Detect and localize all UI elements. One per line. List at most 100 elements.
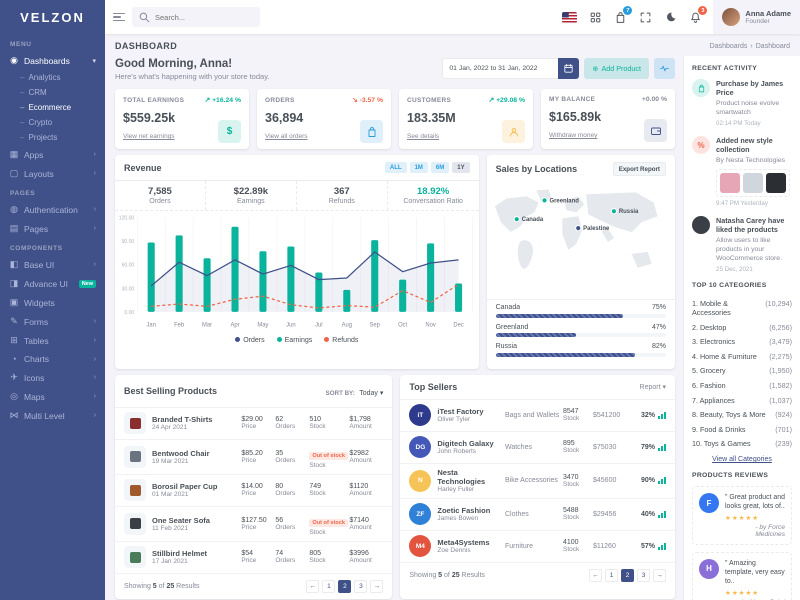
fullscreen-icon[interactable] [638, 10, 652, 24]
sidebar-item-dashboards[interactable]: ◉ Dashboards ▾ [10, 55, 96, 66]
top-seller-row[interactable]: N Nesta Technologies Harley Fuller Bike Acc… [400, 462, 675, 498]
sidebar-item-pages[interactable]: ▤ Pages › [9, 223, 96, 234]
sidebar-item-apps[interactable]: ▦ Apps › [9, 149, 96, 160]
cart-icon[interactable]: 7 [613, 6, 633, 24]
sidebar-item-layouts[interactable]: ▢ Layouts › [9, 168, 96, 179]
sidebar-item-advance-ui[interactable]: ◨ Advance UI New [0, 274, 105, 293]
activity-item[interactable]: Purchase by James Price Product noise evo… [692, 79, 792, 127]
page-head: DASHBOARD Dashboards › Dashboard [105, 34, 800, 56]
category-row[interactable]: 9. Food & Drinks (701) [692, 424, 792, 434]
activity-item[interactable]: Natasha Carey have liked the products All… [692, 215, 792, 273]
page-button-←[interactable]: ← [589, 568, 602, 582]
stat-link[interactable]: Withdraw money [549, 132, 598, 139]
apps-grid-icon[interactable] [588, 10, 602, 24]
report-dropdown[interactable]: Report ▾ [639, 383, 666, 391]
activity-item[interactable]: % Added new style collection By Nesta Tech… [692, 136, 792, 207]
sidebar-subitem-ecommerce[interactable]: Ecommerce [0, 100, 105, 115]
app-logo[interactable]: VELZON [20, 9, 85, 25]
svg-text:Nov: Nov [425, 323, 435, 329]
page-button-1[interactable]: 1 [322, 579, 336, 593]
best-selling-row[interactable]: Branded T-Shirts 24 Apr 2021 $29.00 Price 62… [115, 406, 393, 439]
category-row[interactable]: 1. Mobile & Accessories (10,294) [692, 298, 792, 317]
chevron-right-icon: › [93, 318, 96, 325]
stat-value: $559.25k [123, 111, 176, 125]
search-input[interactable] [155, 12, 254, 22]
revenue-filter-1m[interactable]: 1M [409, 162, 428, 173]
page-button-3[interactable]: 3 [354, 579, 368, 593]
calendar-button[interactable] [558, 58, 580, 79]
breadcrumb-dashboards[interactable]: Dashboards [709, 42, 748, 50]
activity-pulse-button[interactable] [654, 58, 675, 79]
page-button-←[interactable]: ← [306, 579, 320, 593]
dark-mode-icon[interactable] [663, 10, 677, 24]
category-row[interactable]: 4. Home & Furniture (2,275) [692, 351, 792, 361]
search-box[interactable] [132, 7, 260, 27]
page-button-1[interactable]: 1 [605, 568, 618, 582]
user-name: Anna Adame [745, 9, 791, 18]
best-selling-row[interactable]: Borosil Paper Cup 01 Mar 2021 $14.00 Price 8… [115, 473, 393, 506]
sidebar-item-icons[interactable]: ✈ Icons › [10, 372, 96, 383]
view-all-categories-link[interactable]: View all Categories [712, 456, 772, 464]
date-range-input[interactable] [442, 58, 559, 79]
sidebar-subitem-crm[interactable]: CRM [0, 85, 105, 100]
sidebar-item-widgets[interactable]: ▣ Widgets [9, 297, 55, 308]
sort-by-dropdown[interactable]: Today ▾ [359, 389, 384, 397]
map-marker-greenland[interactable] [541, 197, 548, 204]
best-selling-row[interactable]: Bentwood Chair 19 Mar 2021 $85.20 Price 35 Or… [115, 438, 393, 474]
user-menu[interactable]: Anna Adame Founder [713, 0, 800, 34]
top-seller-row[interactable]: ZF Zoetic Fashion James Bowen Clothes 5488 St… [400, 497, 675, 530]
content: Good Morning, Anna! Here's what's happen… [105, 56, 800, 600]
notifications-bell-icon[interactable]: 3 [688, 6, 708, 24]
sidebar-item-forms[interactable]: ✎ Forms › [10, 316, 96, 327]
sidebar-item-maps[interactable]: ◎ Maps › [10, 391, 96, 402]
product-image [124, 546, 146, 568]
sidebar-item-base-ui[interactable]: ◧ Base UI › [9, 259, 96, 270]
sidebar-subitem-crypto[interactable]: Crypto [0, 115, 105, 130]
revenue-filter-1y[interactable]: 1Y [452, 162, 470, 173]
category-row[interactable]: 6. Fashion (1,582) [692, 380, 792, 390]
top-seller-row[interactable]: M4 Meta4Systems Zoe Dennis Furniture 4100 Sto… [400, 529, 675, 562]
add-product-button[interactable]: ⊕ Add Product [584, 58, 649, 79]
sidebar-item-multi-level[interactable]: ⋈ Multi Level › [9, 410, 97, 421]
export-report-button[interactable]: Export Report [612, 162, 666, 176]
category-row[interactable]: 2. Desktop (6,256) [692, 322, 792, 332]
sidebar-item-charts[interactable]: ◔ Charts › [0, 350, 105, 368]
revenue-filter-all[interactable]: ALL [384, 162, 407, 173]
revenue-filter-6m[interactable]: 6M [430, 162, 450, 173]
map-marker-canada[interactable] [513, 216, 520, 223]
best-selling-panel: Best Selling Products SORT BY: Today ▾ B… [115, 374, 393, 599]
hamburger-menu-icon[interactable] [113, 12, 125, 22]
best-selling-row[interactable]: Stillbird Helmet 17 Jan 2021 $54 Price 74 Ord… [115, 540, 393, 573]
sidebar-subitem-analytics[interactable]: Analytics [0, 70, 105, 85]
pulse-icon [658, 62, 672, 76]
category-row[interactable]: 5. Grocery (1,950) [692, 366, 792, 376]
map-marker-palestine[interactable] [574, 225, 581, 232]
language-flag-icon[interactable] [562, 11, 578, 23]
svg-text:0.00: 0.00 [124, 310, 134, 316]
page-button-2[interactable]: 2 [621, 568, 634, 582]
page-button-→[interactable]: → [370, 579, 384, 593]
category-row[interactable]: 7. Appliances (1,037) [692, 395, 792, 405]
map-marker-russia[interactable] [610, 208, 617, 215]
top-seller-row[interactable]: iT iTest Factory Oliver Tyler Bags and Wall… [400, 398, 675, 431]
sidebar-item-tables[interactable]: ⊞ Tables › [10, 335, 96, 346]
category-row[interactable]: 10. Toys & Games (239) [692, 439, 792, 449]
best-selling-row[interactable]: One Seater Sofa 11 Feb 2021 $127.50 Price 56… [115, 505, 393, 541]
sidebar-item-authentication[interactable]: ◍ Authentication › [10, 204, 96, 215]
page-button-2[interactable]: 2 [338, 579, 352, 593]
page-button-3[interactable]: 3 [637, 568, 650, 582]
stat-link[interactable]: See details [407, 133, 440, 140]
stat-link[interactable]: View all orders [265, 133, 308, 140]
search-icon [138, 10, 151, 24]
category-row[interactable]: 3. Electronics (3,479) [692, 337, 792, 347]
top-seller-row[interactable]: DG Digitech Galaxy John Roberts Watches 895 S… [400, 430, 675, 463]
discount-icon: % [692, 136, 710, 155]
stat-link[interactable]: View net earnings [123, 133, 175, 140]
product-image [124, 445, 146, 468]
page-button-→[interactable]: → [653, 568, 666, 582]
stat-delta: ↗ +29.08 % [488, 97, 526, 104]
chevron-right-icon: › [93, 206, 96, 213]
category-row[interactable]: 8. Beauty, Toys & More (924) [692, 410, 792, 420]
sidebar-subitem-projects[interactable]: Projects [0, 130, 105, 145]
authentication-icon: ◍ [10, 204, 18, 214]
